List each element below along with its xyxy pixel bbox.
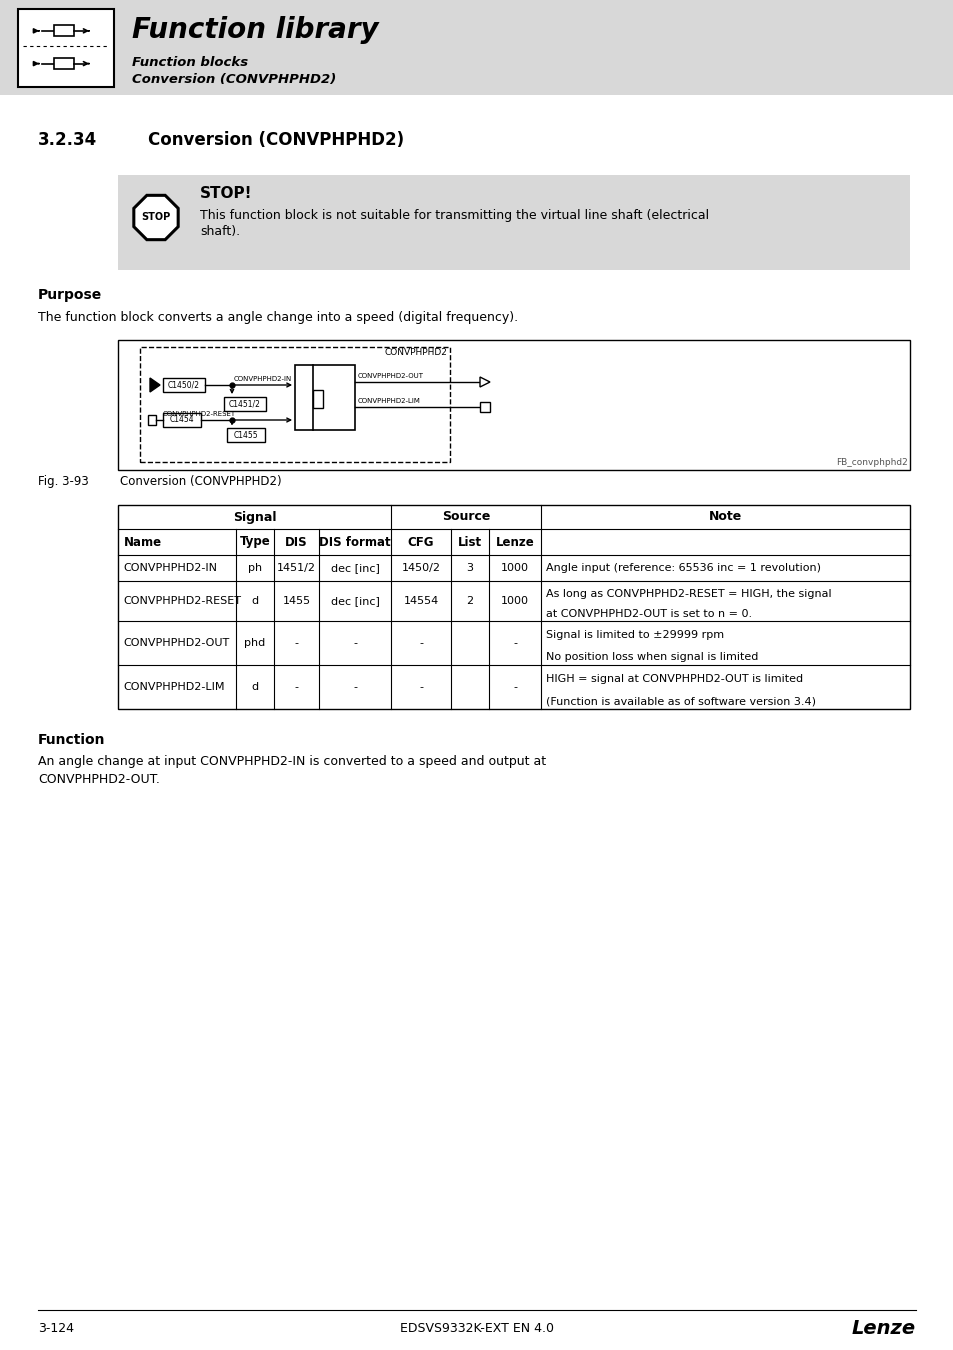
- Text: Conversion (CONVPHPHD2): Conversion (CONVPHPHD2): [148, 131, 404, 148]
- Text: STOP: STOP: [141, 212, 171, 223]
- Text: CONVPHPHD2-LIM: CONVPHPHD2-LIM: [123, 682, 224, 693]
- Text: List: List: [457, 536, 481, 548]
- Text: Conversion (CONVPHPHD2): Conversion (CONVPHPHD2): [120, 475, 281, 489]
- Text: Fig. 3-93: Fig. 3-93: [38, 475, 89, 489]
- Text: An angle change at input CONVPHPHD2-IN is converted to a speed and output at: An angle change at input CONVPHPHD2-IN i…: [38, 755, 545, 768]
- Bar: [140, 347, 450, 462]
- Text: Name: Name: [124, 536, 162, 548]
- Text: CONVPHPHD2-RESET: CONVPHPHD2-RESET: [123, 595, 241, 606]
- Text: CONVPHPHD2-OUT.: CONVPHPHD2-OUT.: [38, 774, 160, 786]
- Text: Type: Type: [239, 536, 270, 548]
- Text: -: -: [294, 639, 298, 648]
- Text: C1450/2: C1450/2: [168, 381, 200, 390]
- Text: Lenze: Lenze: [496, 536, 534, 548]
- Text: HIGH = signal at CONVPHPHD2-OUT is limited: HIGH = signal at CONVPHPHD2-OUT is limit…: [545, 674, 802, 684]
- Text: d: d: [252, 595, 258, 606]
- Text: 1450/2: 1450/2: [401, 563, 440, 572]
- Text: Function: Function: [38, 733, 106, 747]
- Text: CONVPHPHD2-IN: CONVPHPHD2-IN: [123, 563, 216, 572]
- Text: -: -: [353, 639, 356, 648]
- Text: FB_convphphd2: FB_convphphd2: [836, 458, 907, 467]
- Text: Source: Source: [441, 510, 490, 524]
- Text: As long as CONVPHPHD2-RESET = HIGH, the signal: As long as CONVPHPHD2-RESET = HIGH, the …: [545, 589, 831, 599]
- Bar: [313, 390, 323, 408]
- Bar: [224, 397, 266, 410]
- Bar: [118, 340, 909, 470]
- Text: C1451/2: C1451/2: [229, 400, 261, 409]
- Text: -: -: [513, 639, 517, 648]
- Text: Signal: Signal: [233, 510, 276, 524]
- Text: -: -: [513, 682, 517, 693]
- Text: -: -: [418, 682, 422, 693]
- Text: 2: 2: [466, 595, 473, 606]
- Text: C1454: C1454: [170, 416, 194, 424]
- Bar: [294, 364, 355, 431]
- Text: 1000: 1000: [500, 563, 529, 572]
- Bar: [227, 428, 265, 441]
- Text: -: -: [294, 682, 298, 693]
- Bar: [118, 505, 909, 709]
- Bar: [118, 176, 909, 270]
- Text: Note: Note: [708, 510, 741, 524]
- Text: Conversion (CONVPHPHD2): Conversion (CONVPHPHD2): [132, 73, 335, 85]
- Text: CONVPHPHD2-RESET: CONVPHPHD2-RESET: [163, 410, 236, 417]
- Text: C1455: C1455: [233, 431, 258, 440]
- Text: shaft).: shaft).: [200, 225, 240, 239]
- Text: (Function is available as of software version 3.4): (Function is available as of software ve…: [545, 697, 815, 706]
- Bar: [163, 378, 205, 392]
- Text: CONVPHPHD2-LIM: CONVPHPHD2-LIM: [357, 398, 420, 404]
- Text: 1455: 1455: [282, 595, 311, 606]
- Polygon shape: [150, 378, 160, 392]
- Text: 3.2.34: 3.2.34: [38, 131, 97, 148]
- Text: CONVPHPHD2-IN: CONVPHPHD2-IN: [233, 377, 292, 382]
- Polygon shape: [479, 377, 490, 387]
- Text: CFG: CFG: [407, 536, 434, 548]
- Text: EDSVS9332K-EXT EN 4.0: EDSVS9332K-EXT EN 4.0: [399, 1322, 554, 1335]
- Text: 1000: 1000: [500, 595, 529, 606]
- Text: CONVPHPHD2-OUT: CONVPHPHD2-OUT: [357, 373, 423, 379]
- Text: DIS format: DIS format: [319, 536, 391, 548]
- Text: dec [inc]: dec [inc]: [331, 595, 379, 606]
- Text: Function blocks: Function blocks: [132, 57, 248, 69]
- Text: CONVPHPHD2: CONVPHPHD2: [384, 348, 447, 356]
- Bar: [54, 58, 74, 69]
- Text: phd: phd: [244, 639, 265, 648]
- Text: 1451/2: 1451/2: [276, 563, 315, 572]
- Text: Signal is limited to ±29999 rpm: Signal is limited to ±29999 rpm: [545, 630, 723, 640]
- Bar: [54, 26, 74, 36]
- Text: DIS: DIS: [285, 536, 308, 548]
- Text: 14554: 14554: [403, 595, 438, 606]
- Bar: [148, 414, 156, 425]
- Text: CONVPHPHD2-OUT: CONVPHPHD2-OUT: [123, 639, 229, 648]
- Text: -: -: [353, 682, 356, 693]
- Text: dec [inc]: dec [inc]: [331, 563, 379, 572]
- Text: -: -: [418, 639, 422, 648]
- Text: ph: ph: [248, 563, 262, 572]
- Bar: [163, 413, 201, 427]
- Text: The function block converts a angle change into a speed (digital frequency).: The function block converts a angle chan…: [38, 310, 517, 324]
- Text: Function library: Function library: [132, 16, 378, 45]
- Text: No position loss when signal is limited: No position loss when signal is limited: [545, 652, 758, 663]
- Text: Angle input (reference: 65536 inc = 1 revolution): Angle input (reference: 65536 inc = 1 re…: [545, 563, 821, 572]
- Text: This function block is not suitable for transmitting the virtual line shaft (ele: This function block is not suitable for …: [200, 208, 708, 221]
- Bar: [0, 0, 953, 95]
- Text: Lenze: Lenze: [851, 1319, 915, 1338]
- Text: d: d: [252, 682, 258, 693]
- Polygon shape: [133, 196, 178, 240]
- Text: 3-124: 3-124: [38, 1322, 74, 1335]
- Text: 3: 3: [466, 563, 473, 572]
- Text: STOP!: STOP!: [200, 185, 253, 201]
- Bar: [18, 9, 113, 86]
- Text: at CONVPHPHD2-OUT is set to n = 0.: at CONVPHPHD2-OUT is set to n = 0.: [545, 609, 751, 620]
- Text: Purpose: Purpose: [38, 288, 102, 302]
- Bar: [479, 402, 490, 412]
